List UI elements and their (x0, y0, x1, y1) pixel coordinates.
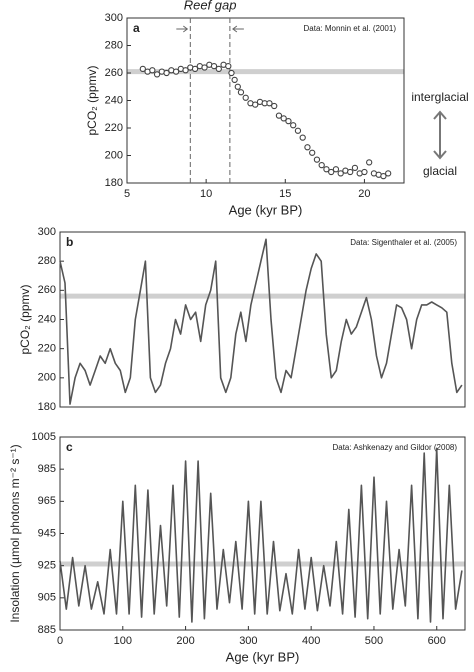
data-point (323, 166, 330, 173)
data-point (225, 62, 232, 70)
y-tick-label: 905 (38, 592, 56, 604)
y-tick-label: 925 (38, 560, 56, 572)
data-point (318, 161, 325, 169)
y-tick-label: 220 (38, 343, 56, 355)
data-point (380, 172, 387, 180)
plot-frame (59, 231, 466, 408)
data-point (191, 65, 199, 73)
y-axis-label: pCO₂ (ppmv) (85, 65, 99, 135)
data-point (304, 144, 311, 151)
x-tick-label: 0 (57, 635, 63, 647)
data-point (328, 168, 335, 176)
y-tick-label: 280 (38, 255, 56, 267)
panel-label: c (66, 440, 73, 454)
data-point (234, 83, 241, 90)
x-tick-label: 500 (365, 635, 383, 647)
x-tick-label: 5 (124, 188, 130, 200)
x-axis-label: Age (kyr BP) (226, 649, 300, 664)
data-point (275, 112, 283, 119)
data-point (309, 149, 316, 156)
data-point (252, 101, 259, 108)
y-tick-label: 1005 (32, 431, 56, 443)
y-axis-label: Insolation (µmol photons m⁻² s⁻¹) (8, 444, 22, 622)
data-point (149, 67, 156, 74)
data-point (163, 69, 170, 77)
data-point (215, 65, 222, 73)
annotation: Data: Sigenthaler et al. (2005) (350, 238, 457, 247)
y-tick-label: 240 (38, 313, 56, 325)
data-point (294, 127, 302, 134)
side-label: glacial (423, 164, 457, 178)
y-tick-label: 985 (38, 463, 56, 475)
reef-gap-arrow (176, 25, 189, 33)
x-axis-label: Age (kyr BP) (229, 202, 303, 217)
data-point (337, 170, 344, 177)
x-tick-label: 10 (200, 188, 212, 200)
data-point (290, 122, 297, 129)
reef-gap-arrow (232, 25, 244, 33)
data-point (361, 168, 368, 176)
y-axis-label: pCO₂ (ppmv) (18, 284, 32, 354)
panel-label: a (133, 21, 140, 35)
x-tick-label: 300 (239, 635, 257, 647)
y-tick-label: 220 (105, 122, 123, 134)
data-point (351, 164, 359, 172)
data-point (242, 94, 249, 101)
panel-label: b (66, 235, 73, 249)
x-tick-label: 400 (302, 635, 320, 647)
data-line (59, 238, 463, 405)
data-point (201, 64, 208, 71)
title: Reef gap (184, 0, 237, 12)
y-tick-label: 300 (105, 12, 123, 24)
y-tick-label: 180 (38, 401, 56, 413)
y-tick-label: 260 (105, 67, 123, 79)
data-point (385, 170, 392, 177)
y-tick-label: 300 (38, 226, 56, 238)
y-tick-label: 240 (105, 94, 123, 106)
data-point (266, 100, 273, 107)
data-point (153, 71, 161, 78)
y-tick-label: 945 (38, 527, 56, 539)
data-point (172, 68, 180, 75)
data-point (182, 67, 189, 74)
data-point (280, 115, 287, 122)
data-point (139, 65, 146, 73)
y-tick-label: 180 (105, 177, 123, 189)
data-point (237, 89, 245, 96)
data-point (210, 62, 218, 70)
data-point (332, 166, 340, 173)
data-point (285, 117, 292, 125)
data-point (313, 156, 321, 163)
annotation: Data: Monnin et al. (2001) (304, 24, 397, 33)
data-point (271, 102, 278, 110)
x-tick-label: 600 (428, 635, 446, 647)
y-tick-label: 200 (38, 372, 56, 384)
x-tick-label: 200 (176, 635, 194, 647)
x-tick-label: 100 (114, 635, 132, 647)
y-tick-label: 885 (38, 624, 56, 636)
y-tick-label: 280 (105, 39, 123, 51)
y-tick-label: 200 (105, 149, 123, 161)
data-point (347, 168, 354, 176)
data-line (59, 447, 463, 623)
annotation: Data: Ashkenazy and Gildor (2008) (332, 443, 457, 452)
y-tick-label: 965 (38, 495, 56, 507)
double-arrow (433, 110, 447, 160)
side-label: interglacial (411, 90, 468, 104)
data-point (366, 159, 373, 166)
data-point (228, 69, 235, 77)
data-point (299, 134, 306, 141)
x-tick-label: 15 (279, 188, 291, 200)
x-tick-label: 20 (358, 188, 370, 200)
data-point (231, 76, 238, 84)
y-tick-label: 260 (38, 284, 56, 296)
